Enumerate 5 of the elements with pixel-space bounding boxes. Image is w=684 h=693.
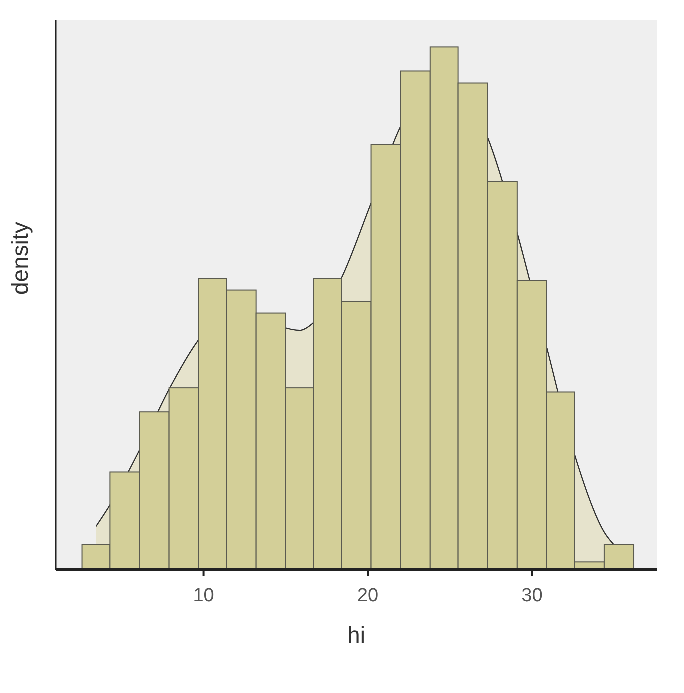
x-axis-title: hi — [348, 622, 366, 648]
x-tick-label: 10 — [193, 585, 214, 606]
x-tick-label: 30 — [522, 585, 543, 606]
y-axis-title: density — [7, 222, 34, 295]
x-tick-label: 20 — [357, 585, 379, 606]
